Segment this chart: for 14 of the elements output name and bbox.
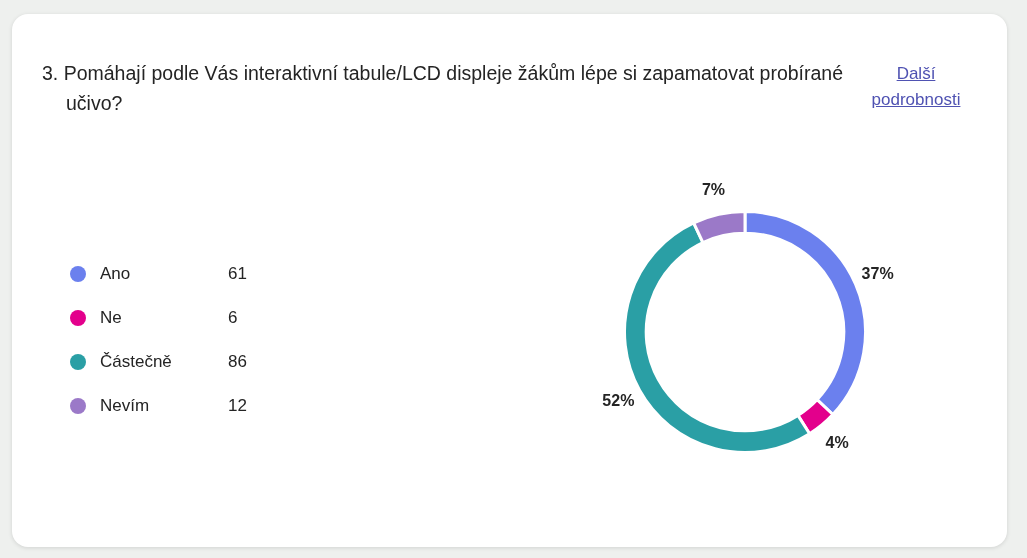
text: 86 bbox=[228, 352, 247, 371]
text: 12 bbox=[228, 396, 247, 415]
legend-label: Ano bbox=[100, 264, 132, 284]
text: Další podrobnosti bbox=[870, 63, 962, 111]
legend-label: Ne bbox=[100, 308, 123, 328]
legend-label: Nevím bbox=[100, 396, 151, 416]
text: 6 bbox=[228, 308, 238, 327]
data-label: 37% bbox=[861, 265, 894, 283]
data-label: 7% bbox=[701, 181, 726, 199]
data-label: 52% bbox=[602, 392, 635, 410]
text: 61 bbox=[228, 264, 247, 283]
chart-title: 3. Pomáhají podle Vás interaktivní tabule/LCD displeje žákům lépe si zapamatovat probírané učivo? bbox=[42, 61, 845, 116]
legend-label: Částečně bbox=[100, 352, 173, 372]
data-label: 4% bbox=[825, 433, 849, 451]
